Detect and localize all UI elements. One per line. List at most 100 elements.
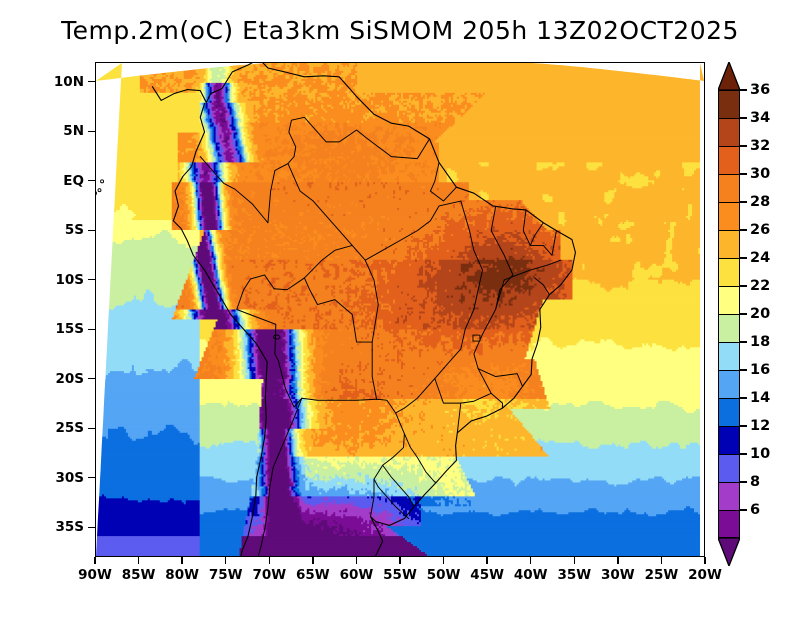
colorbar-tick <box>740 285 747 287</box>
x-axis-tick <box>660 557 663 564</box>
x-axis-label: 30W <box>601 567 635 583</box>
x-axis-label: 70W <box>252 567 287 583</box>
y-axis-tick <box>88 427 95 429</box>
y-axis-label: 10S <box>55 271 84 288</box>
colorbar-tick <box>740 397 747 399</box>
y-axis-label: EQ <box>63 172 84 189</box>
colorbar-swatch <box>718 174 740 202</box>
colorbar-label: 28 <box>750 194 771 210</box>
colorbar-swatch <box>718 342 740 370</box>
x-axis-label: 35W <box>557 567 592 583</box>
colorbar-label: 24 <box>750 250 771 266</box>
colorbar-tick <box>740 257 747 259</box>
page-title: Temp.2m(oC) Eta3km SiSMOM 205h 13Z02OCT2… <box>61 16 739 45</box>
x-axis-tick <box>486 557 488 564</box>
x-axis-label: 90W <box>78 567 112 583</box>
x-axis-tick <box>94 557 96 564</box>
y-axis-tick <box>88 477 95 479</box>
x-axis-tick <box>399 557 401 564</box>
y-axis-label: 25S <box>55 420 84 437</box>
map-plot-frame <box>95 62 705 557</box>
y-axis-label: 10N <box>53 73 84 90</box>
y-axis-tick <box>88 378 95 380</box>
colorbar-label: 18 <box>750 334 771 350</box>
x-axis-tick <box>181 557 183 564</box>
y-axis-tick <box>88 328 95 330</box>
x-axis-tick <box>573 557 575 564</box>
x-axis-label: 40W <box>513 567 548 583</box>
x-axis-label: 75W <box>208 567 243 583</box>
y-axis-label: 5N <box>63 123 84 140</box>
y-axis-label: 35S <box>55 519 84 536</box>
x-axis-label: 80W <box>165 567 199 583</box>
colorbar-tick <box>740 369 747 371</box>
x-axis-tick <box>704 557 706 564</box>
colorbar-label: 20 <box>750 306 771 322</box>
colorbar-swatch <box>718 258 740 286</box>
colorbar-swatch <box>718 398 740 426</box>
colorbar-tick <box>740 145 747 147</box>
x-axis-tick <box>617 557 619 564</box>
x-axis-tick <box>268 557 270 564</box>
y-axis-label: 5S <box>64 222 84 239</box>
x-axis-tick <box>530 557 532 564</box>
x-axis-label: 20W <box>688 567 722 583</box>
colorbar-tick <box>740 425 747 427</box>
colorbar-swatch <box>718 454 740 482</box>
colorbar-swatch <box>718 230 740 258</box>
colorbar-tick <box>740 481 747 483</box>
colorbar-label: 6 <box>750 502 761 518</box>
y-axis-tick <box>88 81 95 83</box>
colorbar-swatch <box>718 286 740 314</box>
colorbar-tick <box>740 453 747 455</box>
colorbar-label: 34 <box>750 110 771 126</box>
x-axis-tick <box>355 557 358 564</box>
colorbar-label: 12 <box>750 418 771 434</box>
x-axis-label: 25W <box>644 567 679 583</box>
colorbar-label: 22 <box>750 278 771 294</box>
y-axis-tick <box>88 130 95 132</box>
y-axis-tick <box>88 229 95 231</box>
y-axis-label: 15S <box>55 321 84 338</box>
y-axis-label: 30S <box>55 469 84 486</box>
colorbar-label: 16 <box>750 362 771 378</box>
x-axis-tick <box>137 557 140 564</box>
colorbar-label: 8 <box>750 474 761 490</box>
colorbar-swatch <box>718 314 740 342</box>
colorbar-bottom-arrow-icon <box>718 538 740 566</box>
y-axis-tick <box>88 279 95 281</box>
x-axis-label: 50W <box>426 567 461 583</box>
x-axis-label: 60W <box>339 567 374 583</box>
colorbar: 36 34 32 30 28 26 24 22 20 18 16 14 12 10 8 6 <box>718 62 800 566</box>
x-axis-label: 85W <box>121 567 156 583</box>
colorbar-scale <box>718 90 740 538</box>
y-axis-tick <box>88 180 95 182</box>
colorbar-label: 30 <box>750 166 771 182</box>
colorbar-top-arrow-icon <box>718 62 740 90</box>
colorbar-swatch <box>718 90 740 118</box>
colorbar-tick <box>740 341 747 343</box>
colorbar-label: 10 <box>750 446 771 462</box>
colorbar-swatch <box>718 370 740 398</box>
x-axis-label: 65W <box>296 567 330 583</box>
colorbar-tick <box>740 117 747 119</box>
colorbar-swatch <box>718 202 740 230</box>
colorbar-swatch <box>718 118 740 146</box>
x-axis-tick <box>442 557 445 564</box>
y-axis-label: 20S <box>55 370 84 387</box>
colorbar-tick <box>740 201 747 203</box>
colorbar-swatch <box>718 146 740 174</box>
colorbar-tick <box>740 173 747 175</box>
colorbar-label: 14 <box>750 390 771 406</box>
colorbar-tick <box>740 229 747 231</box>
colorbar-swatch <box>718 426 740 454</box>
x-axis-tick <box>225 557 227 564</box>
colorbar-tick <box>740 313 747 315</box>
colorbar-tick <box>740 509 747 511</box>
colorbar-tick <box>740 89 747 91</box>
colorbar-swatch <box>718 510 740 538</box>
colorbar-label: 32 <box>750 138 771 154</box>
colorbar-label: 26 <box>750 222 771 238</box>
x-axis-label: 55W <box>383 567 417 583</box>
y-axis-tick <box>88 526 95 528</box>
